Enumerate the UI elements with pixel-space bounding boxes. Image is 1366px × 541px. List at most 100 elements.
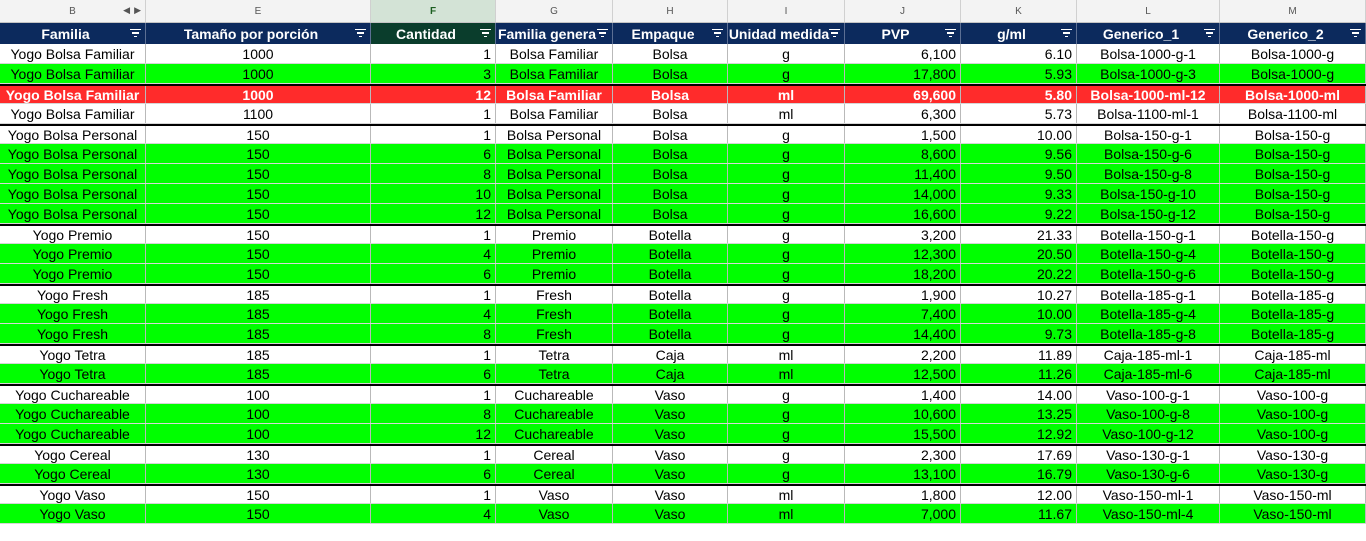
table-cell-e[interactable]: 185 [146, 324, 371, 343]
table-cell-k[interactable]: 11.26 [961, 364, 1077, 383]
table-cell-j[interactable]: 69,600 [845, 86, 961, 103]
table-cell-i[interactable]: g [728, 226, 845, 243]
table-cell-k[interactable]: 21.33 [961, 226, 1077, 243]
table-cell-l[interactable]: Bolsa-1000-ml-12 [1077, 86, 1220, 103]
column-letter-l[interactable]: L [1077, 0, 1220, 22]
table-cell-b[interactable]: Yogo Premio [0, 244, 146, 263]
table-cell-e[interactable]: 150 [146, 184, 371, 203]
table-cell-m[interactable]: Vaso-100-g [1220, 404, 1366, 423]
table-cell-m[interactable]: Bolsa-150-g [1220, 144, 1366, 163]
header-cell-k[interactable]: g/ml [961, 23, 1077, 44]
table-cell-i[interactable]: ml [728, 364, 845, 383]
table-cell-l[interactable]: Bolsa-150-g-6 [1077, 144, 1220, 163]
header-cell-j[interactable]: PVP [845, 23, 961, 44]
table-cell-j[interactable]: 13,100 [845, 464, 961, 483]
filter-icon[interactable] [353, 26, 367, 40]
table-cell-e[interactable]: 150 [146, 244, 371, 263]
table-cell-l[interactable]: Bolsa-150-g-8 [1077, 164, 1220, 183]
header-cell-g[interactable]: Familia genera [496, 23, 613, 44]
table-cell-j[interactable]: 15,500 [845, 424, 961, 443]
table-cell-j[interactable]: 2,200 [845, 346, 961, 363]
table-cell-e[interactable]: 130 [146, 446, 371, 463]
table-row[interactable]: Yogo Premio 150 1 Premio Botella g 3,200 21.33 B… [0, 224, 1366, 244]
table-cell-i[interactable]: g [728, 44, 845, 63]
table-cell-h[interactable]: Bolsa [613, 64, 728, 83]
table-cell-i[interactable]: g [728, 184, 845, 203]
table-cell-l[interactable]: Bolsa-1000-g-3 [1077, 64, 1220, 83]
table-cell-e[interactable]: 100 [146, 424, 371, 443]
table-cell-h[interactable]: Botella [613, 324, 728, 343]
table-cell-g[interactable]: Cereal [496, 446, 613, 463]
table-cell-m[interactable]: Vaso-150-ml [1220, 504, 1366, 523]
table-cell-b[interactable]: Yogo Bolsa Familiar [0, 104, 146, 123]
table-row[interactable]: Yogo Bolsa Familiar 1000 1 Bolsa Familiar Bo… [0, 44, 1366, 64]
table-cell-b[interactable]: Yogo Fresh [0, 324, 146, 343]
table-cell-m[interactable]: Botella-185-g [1220, 324, 1366, 343]
table-cell-g[interactable]: Fresh [496, 286, 613, 303]
table-cell-k[interactable]: 5.80 [961, 86, 1077, 103]
table-cell-k[interactable]: 11.89 [961, 346, 1077, 363]
table-cell-l[interactable]: Vaso-130-g-6 [1077, 464, 1220, 483]
filter-icon[interactable] [827, 26, 841, 40]
table-row[interactable]: Yogo Tetra 185 1 Tetra Caja ml 2,200 11.89 Caja-… [0, 344, 1366, 364]
table-cell-h[interactable]: Vaso [613, 424, 728, 443]
table-cell-h[interactable]: Vaso [613, 464, 728, 483]
table-cell-i[interactable]: g [728, 164, 845, 183]
table-cell-m[interactable]: Vaso-150-ml [1220, 486, 1366, 503]
column-letter-b[interactable]: B ◀ ▶ [0, 0, 146, 22]
table-cell-e[interactable]: 150 [146, 504, 371, 523]
table-cell-j[interactable]: 18,200 [845, 264, 961, 283]
table-cell-l[interactable]: Bolsa-1100-ml-1 [1077, 104, 1220, 123]
header-cell-f[interactable]: Cantidad [371, 23, 496, 44]
table-cell-f[interactable]: 12 [371, 424, 496, 443]
table-cell-f[interactable]: 6 [371, 264, 496, 283]
table-cell-j[interactable]: 6,100 [845, 44, 961, 63]
table-cell-i[interactable]: g [728, 144, 845, 163]
table-cell-b[interactable]: Yogo Bolsa Familiar [0, 64, 146, 83]
table-cell-h[interactable]: Vaso [613, 486, 728, 503]
table-cell-g[interactable]: Bolsa Familiar [496, 86, 613, 103]
table-cell-g[interactable]: Bolsa Personal [496, 144, 613, 163]
table-cell-l[interactable]: Bolsa-150-g-1 [1077, 126, 1220, 143]
table-cell-g[interactable]: Bolsa Familiar [496, 104, 613, 123]
table-cell-i[interactable]: g [728, 324, 845, 343]
table-cell-g[interactable]: Cuchareable [496, 386, 613, 403]
table-cell-g[interactable]: Bolsa Personal [496, 164, 613, 183]
table-cell-f[interactable]: 6 [371, 464, 496, 483]
table-cell-k[interactable]: 12.00 [961, 486, 1077, 503]
table-cell-h[interactable]: Vaso [613, 386, 728, 403]
table-cell-f[interactable]: 6 [371, 364, 496, 383]
table-cell-g[interactable]: Premio [496, 244, 613, 263]
table-cell-g[interactable]: Fresh [496, 324, 613, 343]
table-cell-b[interactable]: Yogo Bolsa Personal [0, 126, 146, 143]
table-cell-e[interactable]: 185 [146, 364, 371, 383]
table-row[interactable]: Yogo Bolsa Personal 150 6 Bolsa Personal Bol… [0, 144, 1366, 164]
table-cell-k[interactable]: 9.56 [961, 144, 1077, 163]
table-cell-m[interactable]: Vaso-100-g [1220, 386, 1366, 403]
table-cell-e[interactable]: 100 [146, 404, 371, 423]
table-cell-h[interactable]: Vaso [613, 446, 728, 463]
table-cell-h[interactable]: Caja [613, 364, 728, 383]
table-cell-m[interactable]: Bolsa-150-g [1220, 204, 1366, 223]
table-cell-i[interactable]: g [728, 446, 845, 463]
table-cell-j[interactable]: 1,500 [845, 126, 961, 143]
table-cell-e[interactable]: 150 [146, 144, 371, 163]
header-cell-i[interactable]: Unidad medida [728, 23, 845, 44]
table-cell-l[interactable]: Vaso-100-g-12 [1077, 424, 1220, 443]
table-cell-h[interactable]: Vaso [613, 504, 728, 523]
table-cell-i[interactable]: g [728, 126, 845, 143]
table-cell-b[interactable]: Yogo Cuchareable [0, 386, 146, 403]
table-cell-i[interactable]: g [728, 464, 845, 483]
table-cell-i[interactable]: g [728, 386, 845, 403]
table-row[interactable]: Yogo Cuchareable 100 1 Cuchareable Vaso g 1,40… [0, 384, 1366, 404]
table-row[interactable]: Yogo Fresh 185 8 Fresh Botella g 14,400 9.73 Bot… [0, 324, 1366, 344]
table-cell-h[interactable]: Botella [613, 286, 728, 303]
table-row[interactable]: Yogo Bolsa Personal 150 1 Bolsa Personal Bol… [0, 124, 1366, 144]
table-cell-h[interactable]: Botella [613, 304, 728, 323]
table-cell-e[interactable]: 185 [146, 286, 371, 303]
table-cell-g[interactable]: Cuchareable [496, 404, 613, 423]
table-row[interactable]: Yogo Premio 150 4 Premio Botella g 12,300 20.50… [0, 244, 1366, 264]
table-cell-j[interactable]: 16,600 [845, 204, 961, 223]
table-cell-j[interactable]: 3,200 [845, 226, 961, 243]
table-row[interactable]: Yogo Cereal 130 6 Cereal Vaso g 13,100 16.79 Vas… [0, 464, 1366, 484]
